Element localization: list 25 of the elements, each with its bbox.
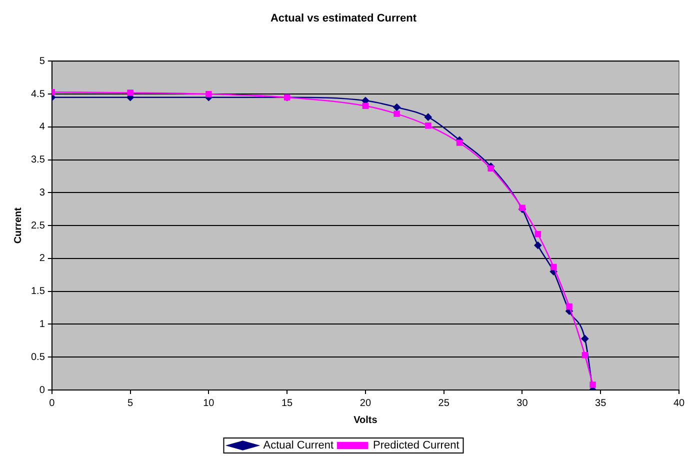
x-tick-label: 10 xyxy=(203,398,215,409)
chart-title: Actual vs estimated Current xyxy=(270,12,417,25)
y-tick-label: 4 xyxy=(39,122,46,133)
y-tick-label: 1 xyxy=(39,318,46,330)
legend-label: Actual Current xyxy=(263,440,334,452)
y-tick-label: 3.5 xyxy=(30,154,46,166)
y-tick-label: 2.5 xyxy=(30,220,46,232)
x-tick-label: 35 xyxy=(595,398,607,409)
x-tick-label: 30 xyxy=(516,398,528,409)
x-tick-label: 15 xyxy=(282,398,294,409)
legend-label: Predicted Current xyxy=(373,440,460,452)
x-tick-label: 25 xyxy=(438,398,450,409)
y-tick-label: 5 xyxy=(39,56,46,67)
x-tick-label: 5 xyxy=(128,398,134,409)
x-tick-label: 40 xyxy=(673,398,685,409)
y-axis-title: Current xyxy=(12,206,24,244)
y-tick-label: 2 xyxy=(39,253,46,264)
x-axis-title: Volts xyxy=(354,414,378,426)
y-tick-label: 0 xyxy=(39,384,46,396)
y-tick-label: 0.5 xyxy=(30,352,46,363)
y-tick-label: 1.5 xyxy=(30,286,46,298)
y-tick-label: 4.5 xyxy=(30,88,46,100)
x-tick-label: 20 xyxy=(360,398,372,409)
x-tick-label: 0 xyxy=(49,398,56,409)
y-tick-label: 3 xyxy=(39,187,46,198)
